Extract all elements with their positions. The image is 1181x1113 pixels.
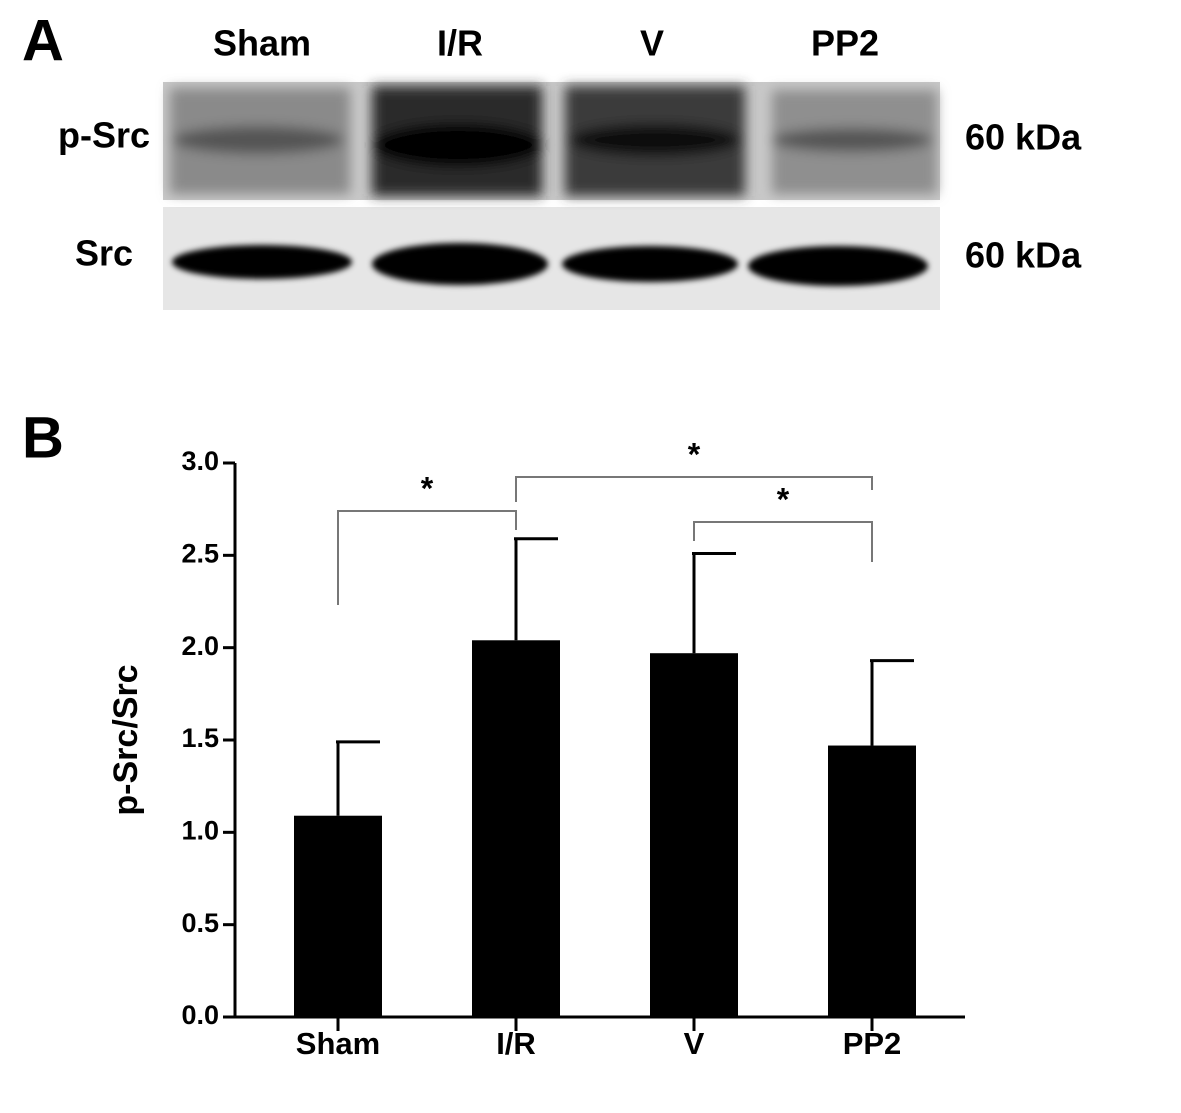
- lane-label: PP2: [811, 23, 879, 64]
- lane-label: V: [640, 23, 664, 64]
- significance-bracket: [515, 476, 873, 502]
- panel-label: B: [22, 405, 64, 470]
- bar: [472, 640, 560, 1017]
- x-tick-label: Sham: [296, 1026, 380, 1061]
- y-axis-label: p-Src/Src: [107, 664, 145, 815]
- lane-label: Sham: [213, 23, 311, 64]
- y-tick-label: 3.0: [181, 446, 219, 476]
- size-label: 60 kDa: [965, 235, 1082, 276]
- significance-label: *: [688, 436, 701, 472]
- bar: [650, 653, 738, 1017]
- y-tick-label: 1.5: [181, 723, 219, 753]
- y-tick-label: 2.5: [181, 538, 219, 568]
- bar: [828, 745, 916, 1017]
- y-tick-label: 0.0: [181, 1000, 219, 1030]
- y-tick-label: 0.5: [181, 908, 219, 938]
- x-tick-label: I/R: [496, 1026, 536, 1061]
- p-src-bands: [170, 86, 937, 196]
- lane-label: I/R: [437, 23, 483, 64]
- y-tick-label: 1.0: [181, 815, 219, 845]
- x-tick-label: PP2: [843, 1026, 902, 1061]
- row-label: Src: [75, 233, 133, 274]
- significance-label: *: [421, 470, 434, 506]
- significance-label: *: [777, 481, 790, 517]
- x-tick-label: V: [684, 1026, 705, 1061]
- western-blot: [163, 82, 940, 310]
- significance-bracket: [693, 521, 873, 562]
- src-bands: [172, 243, 928, 286]
- size-label: 60 kDa: [965, 117, 1082, 158]
- panel-label: A: [22, 8, 64, 73]
- significance-bracket: [337, 510, 517, 605]
- bar: [294, 815, 382, 1017]
- row-label: p-Src: [58, 115, 150, 156]
- y-tick-label: 2.0: [181, 631, 219, 661]
